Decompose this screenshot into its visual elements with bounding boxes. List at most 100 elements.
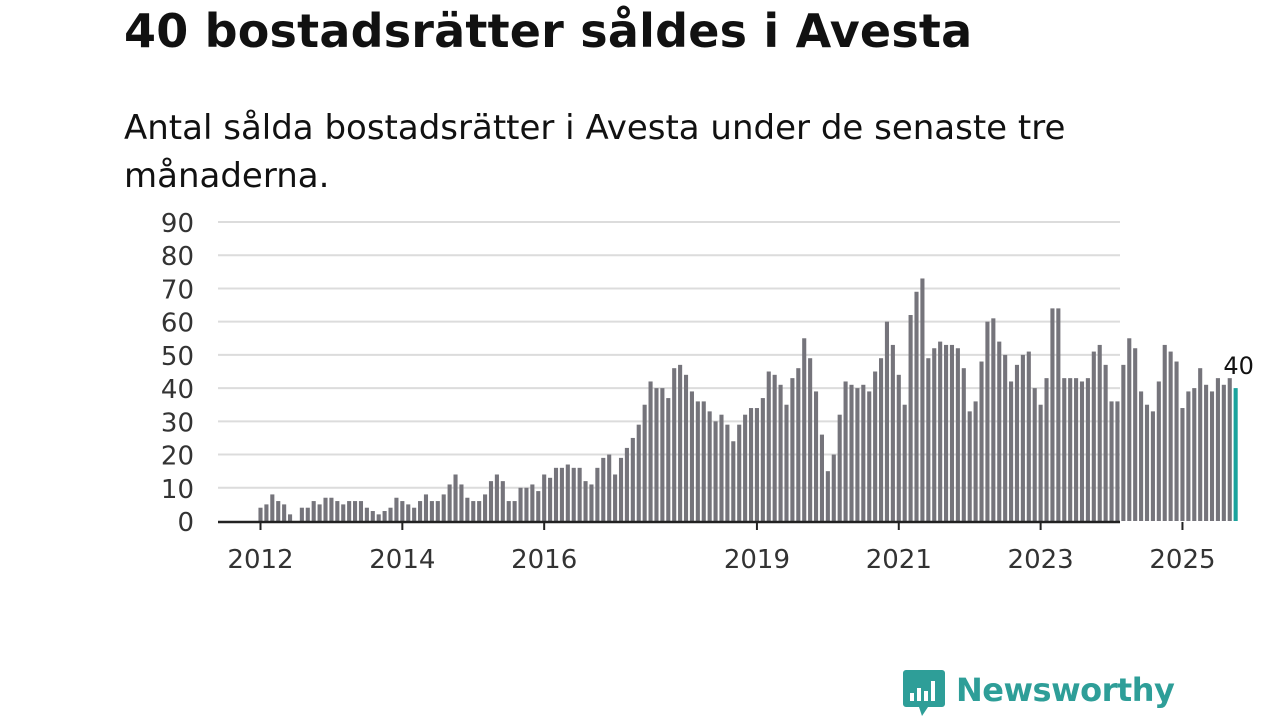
bar [441,494,446,521]
bar [849,384,854,521]
bar [689,391,694,521]
bar [1085,378,1090,521]
bar [908,315,913,521]
bar [358,501,364,521]
bar [938,341,943,521]
bar [270,494,275,521]
bar [607,454,612,521]
x-tick-label: 2021 [866,545,932,575]
x-tick-label: 2012 [227,545,293,575]
bar [323,497,328,521]
bar [536,491,541,521]
newsworthy-logo: Newsworthy [902,668,1175,720]
bar [364,507,369,521]
bar [914,291,919,521]
bar [347,501,352,521]
bar [388,507,393,521]
bar [630,437,635,521]
bar [1003,354,1008,521]
bar [1221,384,1226,521]
bar [429,501,434,521]
bar [1133,348,1138,521]
bar [719,414,724,521]
bar [760,398,765,521]
x-tick-label: 2014 [369,545,435,575]
bar [305,507,310,521]
bar [991,318,996,521]
bar [813,391,819,521]
bar [1162,344,1167,521]
bar [695,401,700,521]
bar [808,358,813,521]
chart-subtitle: Antal sålda bostadsrätter i Avesta under… [124,108,1066,196]
bar [642,404,647,521]
bar [660,388,665,521]
bar [583,481,588,521]
bar [1144,404,1150,521]
bar [459,484,464,521]
bar [926,358,931,521]
bar [701,401,706,521]
bar [1014,364,1020,521]
bar [1068,378,1073,521]
bar [902,404,907,521]
bar [683,374,689,521]
bar [873,371,878,521]
bar [725,424,730,521]
bar [796,368,801,521]
bar [1091,351,1096,521]
bar [825,471,830,521]
y-tick-label: 90 [161,209,194,239]
bar [453,474,458,521]
bar [589,484,594,521]
bar [488,481,494,521]
x-tick-label: 2016 [511,545,577,575]
bar [920,278,925,521]
bar [418,501,423,521]
bar [1026,351,1031,521]
bar [299,507,304,521]
bar [258,507,263,521]
bar [1174,361,1179,521]
bar [1103,364,1108,521]
bar [370,511,375,521]
bar [329,497,334,521]
bar [565,464,570,521]
bar [949,344,955,521]
bar [376,514,381,521]
bar [879,358,884,521]
bar [1139,391,1144,521]
y-tick-label: 50 [161,342,194,372]
y-tick-label: 60 [161,309,194,339]
bar [311,501,316,521]
bar [435,501,440,521]
bar [884,321,890,521]
x-tick-label: 2025 [1149,545,1215,575]
bar [595,467,600,521]
bar [766,371,771,521]
bars [258,278,1238,521]
bar [1032,388,1037,521]
bar [571,467,576,521]
highlight-value-label: 40 [1223,352,1254,380]
bar [1198,368,1203,521]
bar [867,391,872,521]
bar [772,374,777,521]
x-tick-label: 2019 [724,545,790,575]
bar [512,501,517,521]
bar [932,348,937,521]
bar [406,504,411,521]
bar [1079,381,1085,521]
bar [855,388,860,521]
bar [790,378,795,521]
bar [624,447,629,521]
bar [831,454,836,521]
bar [743,414,748,521]
bar [648,381,653,521]
bar [997,341,1002,521]
bar [654,388,659,521]
bar [979,361,984,521]
bar [447,484,452,521]
bar [1109,401,1114,521]
